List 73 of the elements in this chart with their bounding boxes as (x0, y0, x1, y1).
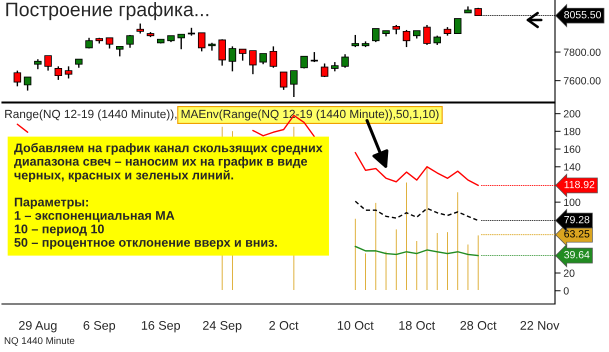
candlestick (331, 61, 339, 72)
x-tick-label: 16 Sep (142, 320, 180, 332)
y-tick-label: 140 (564, 163, 580, 171)
text: NQ 1440 Minute (4, 336, 74, 346)
data-label: 39.64 (564, 251, 590, 258)
annotation: MAEnv(Range(NQ 12-19 (1440 Minute)),50,1,10) (182, 110, 439, 120)
text: 8055.50 (564, 11, 602, 18)
candlestick (249, 50, 257, 75)
candlestick (238, 48, 246, 62)
bar (394, 228, 398, 292)
candlestick (85, 37, 93, 50)
bar (374, 201, 378, 292)
bar (425, 166, 429, 292)
data-label: 79.28 (564, 216, 590, 224)
candlestick (14, 70, 22, 88)
candlestick (320, 62, 328, 78)
y-tick-label: 7800.00 (564, 48, 601, 56)
x-tick-label: 2 Oct (269, 320, 298, 330)
candlestick (126, 34, 134, 48)
chart-title: Построение графика... (6, 2, 208, 20)
y-tick-label: 20 (564, 270, 575, 277)
bar (353, 217, 358, 292)
candlestick (454, 18, 462, 34)
bar (435, 232, 440, 292)
y-tick-label: 160 (564, 146, 580, 153)
bar (404, 181, 408, 292)
candlestick (280, 71, 288, 91)
y-tick-label: 200 (564, 110, 580, 118)
data-label: 63.25 (564, 230, 590, 238)
candlestick (228, 46, 236, 72)
candlestick (54, 66, 62, 81)
candlestick (259, 52, 267, 65)
candlestick (218, 38, 226, 66)
candlestick (198, 32, 206, 52)
candlestick (177, 34, 185, 50)
candlestick (372, 28, 380, 43)
x-tick-label: 18 Oct (399, 320, 436, 330)
x-tick-label: 29 Aug (19, 320, 57, 332)
bar (466, 243, 470, 292)
y-tick-label: 180 (564, 128, 580, 136)
x-tick-label: 22 Nov (520, 320, 560, 330)
candlestick (290, 70, 298, 98)
candlestick (64, 66, 72, 80)
annotation: Range(NQ 12-19 (1440 Minute)), (5, 110, 176, 120)
candlestick (34, 58, 42, 70)
candlestick (136, 22, 144, 34)
data-label: 118.92 (564, 180, 594, 188)
candlestick (352, 34, 360, 48)
candlestick (300, 56, 308, 70)
candlestick (270, 46, 278, 68)
x-tick-label: 6 Sep (84, 320, 116, 332)
x-tick-label: 10 Oct (338, 320, 374, 330)
line-series (354, 246, 479, 256)
candlestick (433, 34, 441, 46)
candlestick (44, 54, 52, 72)
candlestick (24, 76, 32, 92)
candlestick (423, 24, 431, 46)
bar (456, 190, 460, 292)
candlestick (402, 29, 410, 48)
y-tick-label: 100 (564, 198, 580, 206)
bar (414, 240, 419, 292)
x-tick-label: 24 Sep (202, 320, 242, 332)
candlestick (116, 46, 124, 58)
bar (384, 250, 388, 292)
text: Добавляем на график канал скользящих средних диапазона свеч – наносим их на график в виде черных, красных и зеленых линий. Параметры: 1 – экспоненциальная МА 10 – период 10 50 – процентное отклонение вверх и вниз. (14, 143, 323, 250)
y-tick-label: 7600.00 (564, 77, 601, 84)
y-tick-label: 0 (564, 287, 569, 295)
bar (364, 252, 368, 292)
candlestick (392, 24, 400, 35)
x-tick-label: 28 Oct (460, 320, 497, 330)
candlestick (106, 37, 114, 50)
bar (446, 230, 450, 292)
candlestick (341, 54, 349, 68)
